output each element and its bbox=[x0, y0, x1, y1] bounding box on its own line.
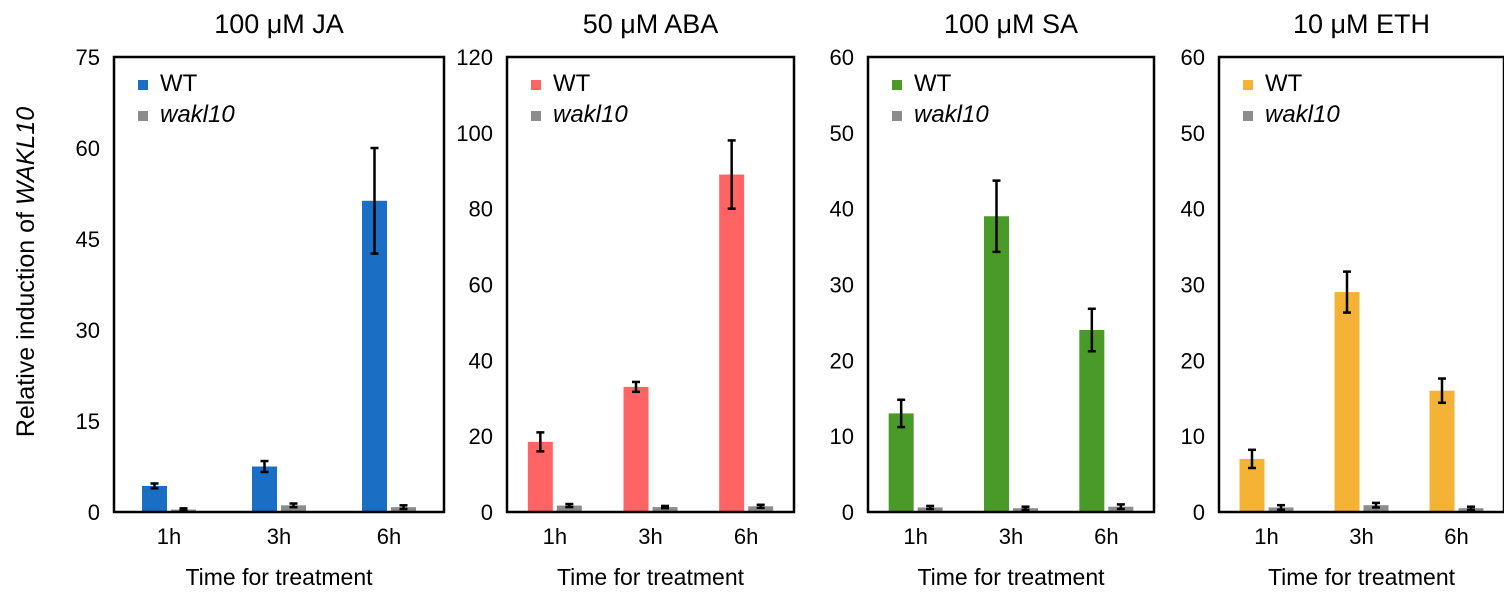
bar-wt-1h bbox=[142, 485, 167, 512]
bar-wt-1h bbox=[527, 441, 553, 512]
chart-title: 10 μM ETH bbox=[1293, 9, 1430, 39]
y-axis-label-prefix: Relative induction of bbox=[12, 205, 40, 437]
y-tick-label: 40 bbox=[830, 197, 854, 222]
y-tick-label: 60 bbox=[76, 136, 100, 161]
chart-title: 50 μM ABA bbox=[583, 9, 719, 39]
y-tick-label: 10 bbox=[1181, 424, 1205, 449]
y-axis-label: Relative induction of WAKL10 bbox=[12, 107, 40, 437]
legend-label-wt: WT bbox=[1265, 70, 1303, 97]
y-tick-label: 30 bbox=[1181, 273, 1205, 298]
bar-wt-3h bbox=[984, 216, 1009, 512]
x-tick-label: 1h bbox=[543, 524, 567, 549]
y-tick-label: 45 bbox=[76, 227, 100, 252]
legend-swatch-wakl10 bbox=[892, 111, 902, 121]
y-tick-label: 0 bbox=[481, 500, 493, 525]
legend-swatch-wt bbox=[892, 80, 902, 90]
x-tick-label: 6h bbox=[734, 524, 758, 549]
plot-frame bbox=[866, 55, 1156, 514]
bar-wakl10-3h bbox=[281, 505, 306, 512]
x-axis-label: Time for treatment bbox=[917, 564, 1105, 590]
legend-label-wt: WT bbox=[553, 70, 591, 97]
y-tick-label: 120 bbox=[456, 45, 493, 70]
plot-frame bbox=[112, 55, 446, 514]
legend-swatch-wakl10 bbox=[138, 111, 148, 121]
x-tick-label: 1h bbox=[157, 524, 181, 549]
legend-label-wt: WT bbox=[160, 70, 198, 97]
y-tick-label: 20 bbox=[1181, 348, 1205, 373]
y-tick-label: 10 bbox=[830, 424, 854, 449]
legend-swatch-wakl10 bbox=[1243, 111, 1253, 121]
legend-label-wt: WT bbox=[914, 70, 952, 97]
x-tick-label: 3h bbox=[267, 524, 291, 549]
x-axis-label: Time for treatment bbox=[557, 564, 745, 590]
y-tick-label: 50 bbox=[1181, 121, 1205, 146]
y-tick-label: 60 bbox=[1181, 45, 1205, 70]
chart-panel-3: 100 μM SA 0 10 20 30 40 50 60 1h 3h 6h Time for tre… bbox=[830, 9, 1156, 590]
legend-swatch-wt bbox=[1243, 80, 1253, 90]
plot-frame bbox=[1217, 55, 1504, 514]
y-tick-label: 0 bbox=[842, 500, 854, 525]
chart-panel-2: 50 μM ABA 0 20 40 60 80 100 120 1h 3h 6h Time for t… bbox=[456, 9, 796, 590]
y-tick-label: 50 bbox=[830, 121, 854, 146]
bar-wt-6h bbox=[719, 174, 745, 512]
bar-wt-6h bbox=[1079, 330, 1105, 512]
bar-wt-3h bbox=[252, 466, 277, 512]
plot-frame bbox=[505, 55, 796, 514]
bar-wt-3h bbox=[623, 386, 649, 512]
legend-label-wakl10: wakl10 bbox=[914, 101, 989, 128]
y-tick-label: 20 bbox=[830, 348, 854, 373]
bar-wt-6h bbox=[1429, 390, 1455, 512]
bar-wakl10-3h bbox=[652, 507, 678, 512]
bar-wt-1h bbox=[888, 413, 914, 512]
legend-swatch-wt bbox=[531, 80, 541, 90]
x-axis-label: Time for treatment bbox=[1268, 564, 1456, 590]
x-tick-label: 3h bbox=[638, 524, 662, 549]
y-axis-label-gene: WAKL10 bbox=[12, 107, 40, 205]
x-tick-label: 6h bbox=[1094, 524, 1118, 549]
x-tick-label: 1h bbox=[1254, 524, 1278, 549]
bar-wakl10-6h bbox=[748, 506, 774, 512]
x-tick-label: 1h bbox=[903, 524, 927, 549]
y-tick-label: 30 bbox=[76, 318, 100, 343]
y-tick-label: 100 bbox=[456, 121, 493, 146]
chart-title: 100 μM JA bbox=[214, 9, 344, 39]
y-tick-label: 15 bbox=[76, 409, 100, 434]
legend-label-wakl10: wakl10 bbox=[1265, 101, 1340, 128]
y-tick-label: 20 bbox=[469, 424, 493, 449]
x-axis-label: Time for treatment bbox=[185, 564, 373, 590]
chart-panel-4: 10 μM ETH 0 10 20 30 40 50 60 1h 3h 6h Time for tre… bbox=[1181, 9, 1504, 590]
legend-swatch-wt bbox=[138, 80, 148, 90]
legend-swatch-wakl10 bbox=[531, 111, 541, 121]
y-tick-label: 80 bbox=[469, 197, 493, 222]
y-tick-label: 60 bbox=[469, 273, 493, 298]
x-tick-label: 3h bbox=[1349, 524, 1373, 549]
x-tick-label: 6h bbox=[1444, 524, 1468, 549]
y-tick-label: 40 bbox=[1181, 197, 1205, 222]
y-tick-label: 60 bbox=[830, 45, 854, 70]
y-tick-label: 40 bbox=[469, 348, 493, 373]
legend-label-wakl10: wakl10 bbox=[553, 101, 628, 128]
bar-wt-3h bbox=[1334, 292, 1360, 512]
x-tick-label: 6h bbox=[377, 524, 401, 549]
chart-title: 100 μM SA bbox=[944, 9, 1078, 39]
legend-label-wakl10: wakl10 bbox=[160, 101, 235, 128]
y-tick-label: 30 bbox=[830, 273, 854, 298]
bar-wakl10-1h bbox=[556, 505, 582, 512]
x-tick-label: 3h bbox=[999, 524, 1023, 549]
y-tick-label: 75 bbox=[76, 45, 100, 70]
y-tick-label: 0 bbox=[88, 500, 100, 525]
y-tick-label: 0 bbox=[1193, 500, 1205, 525]
